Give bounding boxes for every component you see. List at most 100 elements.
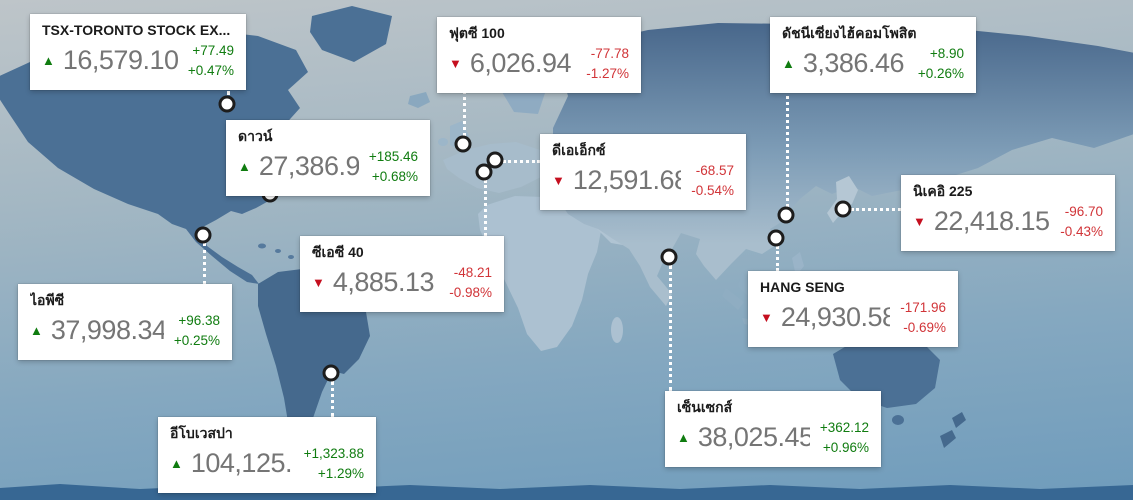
- map-marker-sse[interactable]: [777, 206, 795, 224]
- down-triangle-icon: ▼: [760, 310, 773, 326]
- market-change: -171.96: [900, 299, 946, 315]
- market-change-pct: -0.98%: [449, 284, 492, 300]
- market-change: +185.46: [368, 148, 418, 164]
- continent-north-america: [0, 30, 308, 284]
- market-card-cac[interactable]: ซีเอซี 40 ▼ 4,885.13 -48.21 -0.98%: [300, 236, 504, 312]
- market-quote-row: ▲ 16,579.10 +77.49 +0.47%: [42, 41, 234, 82]
- market-change-block: -48.21 -0.98%: [449, 263, 492, 304]
- market-card-nikkei[interactable]: นิเคอิ 225 ▼ 22,418.15 -96.70 -0.43%: [901, 175, 1115, 251]
- market-value: 38,025.45: [697, 422, 810, 453]
- map-marker-ftse[interactable]: [454, 135, 472, 153]
- down-triangle-icon: ▼: [913, 214, 926, 230]
- island-philippines: [792, 252, 804, 276]
- market-name: เซ็นเซกส์: [677, 399, 733, 415]
- continent-south-america: [258, 269, 370, 448]
- market-card-tsx[interactable]: TSX-TORONTO STOCK EX... ▲ 16,579.10 +77.…: [30, 14, 246, 90]
- market-change: +362.12: [819, 419, 869, 435]
- market-value: 16,579.10: [62, 45, 178, 76]
- map-marker-cac[interactable]: [475, 163, 493, 181]
- market-quote-row: ▲ 27,386.98 +185.46 +0.68%: [238, 147, 418, 188]
- map-marker-ipc[interactable]: [194, 226, 212, 244]
- market-change: +77.49: [192, 42, 234, 58]
- market-name: ดาวน์: [238, 128, 273, 144]
- market-card-hsi[interactable]: HANG SENG ▼ 24,930.58 -171.96 -0.69%: [748, 271, 958, 347]
- market-name: อีโบเวสปา: [170, 425, 233, 441]
- market-change: +1,323.88: [303, 445, 364, 461]
- market-change-block: +8.90 +0.26%: [918, 44, 964, 85]
- market-change-block: +185.46 +0.68%: [369, 147, 418, 188]
- market-name: HANG SENG: [760, 279, 845, 295]
- market-change-block: -96.70 -0.43%: [1060, 202, 1103, 243]
- market-name: นิเคอิ 225: [913, 183, 973, 199]
- connector-line-dax: [503, 160, 540, 163]
- market-change-block: +77.49 +0.47%: [188, 41, 234, 82]
- market-card-ftse[interactable]: ฟุตซี 100 ▼ 6,026.94 -77.78 -1.27%: [437, 17, 641, 93]
- market-change-block: +362.12 +0.96%: [820, 418, 869, 459]
- connector-line-cac: [484, 180, 487, 236]
- map-marker-tsx[interactable]: [218, 95, 236, 113]
- map-marker-sensex[interactable]: [660, 248, 678, 266]
- up-triangle-icon: ▲: [782, 56, 795, 72]
- down-triangle-icon: ▼: [449, 56, 462, 72]
- up-triangle-icon: ▲: [42, 53, 55, 69]
- market-change: +96.38: [178, 312, 220, 328]
- island-new-zealand: [940, 430, 956, 448]
- market-quote-row: ▼ 22,418.15 -96.70 -0.43%: [913, 202, 1103, 243]
- island-sumatra: [722, 288, 744, 310]
- continent-asia: [553, 23, 1133, 306]
- market-card-dow[interactable]: ดาวน์ ▲ 27,386.98 +185.46 +0.68%: [226, 120, 430, 196]
- island-greenland: [310, 6, 392, 62]
- market-value: 6,026.94: [469, 48, 572, 79]
- market-value: 37,998.34: [50, 315, 164, 346]
- market-quote-row: ▼ 4,885.13 -48.21 -0.98%: [312, 263, 492, 304]
- market-quote-row: ▲ 3,386.46 +8.90 +0.26%: [782, 44, 964, 85]
- island-caribbean: [275, 249, 281, 253]
- map-marker-nikkei[interactable]: [834, 200, 852, 218]
- down-triangle-icon: ▼: [312, 275, 325, 291]
- island-new-zealand: [952, 412, 966, 428]
- market-change: -68.57: [695, 162, 734, 178]
- market-quote-row: ▲ 38,025.45 +362.12 +0.96%: [677, 418, 869, 459]
- market-change: +8.90: [929, 45, 964, 61]
- market-change: -77.78: [590, 45, 629, 61]
- connector-line-ipc: [203, 243, 206, 284]
- market-card-sensex[interactable]: เซ็นเซกส์ ▲ 38,025.45 +362.12 +0.96%: [665, 391, 881, 467]
- market-card-dax[interactable]: ดีเอเอ็กซ์ ▼ 12,591.68 -68.57 -0.54%: [540, 134, 746, 210]
- connector-line-sse: [786, 79, 789, 207]
- map-marker-dax[interactable]: [486, 151, 504, 169]
- market-value: 22,418.15: [933, 206, 1050, 237]
- up-triangle-icon: ▲: [170, 456, 183, 472]
- market-name: ไอพีซี: [30, 292, 65, 308]
- island-iceland: [408, 92, 430, 108]
- market-change-pct: -0.69%: [903, 319, 946, 335]
- market-name: TSX-TORONTO STOCK EX...: [42, 22, 231, 38]
- market-change-block: +1,323.88 +1.29%: [304, 444, 364, 485]
- market-card-ibov[interactable]: อีโบเวสปา ▲ 104,125... +1,323.88 +1.29%: [158, 417, 376, 493]
- connector-line-ibov: [331, 381, 334, 417]
- market-change-pct: +0.96%: [822, 439, 869, 455]
- market-name: ดีเอเอ็กซ์: [552, 142, 606, 158]
- up-triangle-icon: ▲: [238, 159, 251, 175]
- market-card-ipc[interactable]: ไอพีซี ▲ 37,998.34 +96.38 +0.25%: [18, 284, 232, 360]
- market-change-block: +96.38 +0.25%: [174, 311, 220, 352]
- map-marker-ibov[interactable]: [322, 364, 340, 382]
- up-triangle-icon: ▲: [30, 323, 43, 339]
- map-marker-hsi[interactable]: [767, 229, 785, 247]
- island-madagascar: [611, 317, 623, 343]
- market-value: 27,386.98: [258, 151, 359, 182]
- market-value: 104,125...: [190, 448, 294, 479]
- connector-line-ftse: [463, 79, 466, 136]
- market-change-block: -77.78 -1.27%: [586, 44, 629, 85]
- market-change-pct: +0.25%: [173, 332, 220, 348]
- down-triangle-icon: ▼: [552, 173, 565, 189]
- market-change: -96.70: [1064, 203, 1103, 219]
- island-ireland: [438, 138, 448, 146]
- island-caribbean: [258, 243, 266, 249]
- market-card-sse[interactable]: ดัชนีเซี่ยงไฮ้คอมโพสิต ▲ 3,386.46 +8.90 …: [770, 17, 976, 93]
- market-change-pct: +0.26%: [917, 65, 964, 81]
- market-quote-row: ▼ 24,930.58 -171.96 -0.69%: [760, 298, 946, 339]
- island-caribbean: [288, 255, 294, 259]
- market-name: ซีเอซี 40: [312, 244, 364, 260]
